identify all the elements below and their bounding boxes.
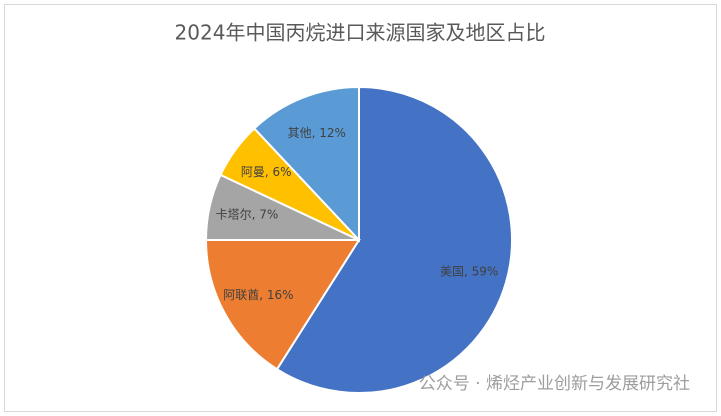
data-label: 其他, 12% xyxy=(288,126,346,140)
data-label: 美国, 59% xyxy=(440,265,498,279)
pie-slice xyxy=(252,85,360,243)
pie: 美国, 59% 阿联酋, 16% 卡塔尔, 7% 阿曼, 6% 其他, 12% xyxy=(204,85,513,394)
pie-slice xyxy=(275,85,513,394)
data-label: 阿曼, 6% xyxy=(241,165,292,179)
data-label: 卡塔尔, 7% xyxy=(216,206,279,221)
data-label: 阿联酋, 16% xyxy=(223,287,293,302)
pie-slice xyxy=(204,239,361,371)
watermark: 公众号 · 烯烃产业创新与发展研究社 xyxy=(419,374,690,394)
chart-title: 2024年中国丙烷进口来源国家及地区占比 xyxy=(175,21,546,45)
